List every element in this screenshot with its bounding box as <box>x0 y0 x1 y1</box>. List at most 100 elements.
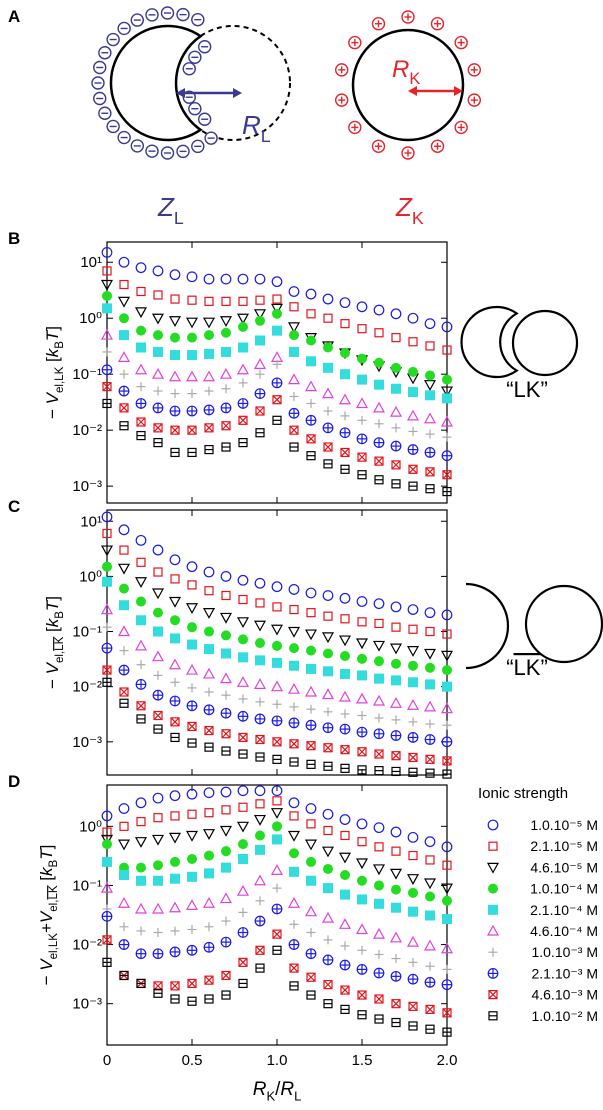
data-point <box>390 970 402 982</box>
marker-square <box>442 345 452 355</box>
marker-square <box>221 729 231 739</box>
marker-square <box>187 978 197 989</box>
data-point <box>119 600 129 611</box>
marker-circle <box>186 944 198 956</box>
marker-circle <box>186 700 198 712</box>
data-point <box>339 814 351 825</box>
marker-circle <box>186 561 198 573</box>
data-point <box>187 350 197 361</box>
marker-triangle <box>406 646 420 657</box>
marker-stroke <box>221 729 231 739</box>
data-point <box>134 837 148 848</box>
data-point <box>102 856 112 867</box>
data-point <box>373 304 385 316</box>
marker-square <box>306 972 316 982</box>
data-point <box>340 668 350 679</box>
data-point <box>187 447 197 458</box>
data-point <box>152 792 164 804</box>
data-point <box>423 878 437 890</box>
text-part: K <box>409 70 420 88</box>
marker-circle <box>487 968 499 979</box>
marker-square <box>391 902 401 913</box>
data-point <box>357 617 367 627</box>
data-point <box>253 358 267 369</box>
marker-circle <box>187 622 197 633</box>
data-point <box>425 855 435 865</box>
marker-stroke <box>255 406 265 416</box>
marker-triangle <box>321 688 335 700</box>
marker-triangle <box>355 692 369 704</box>
marker-square <box>408 906 418 917</box>
marker-square <box>289 660 299 671</box>
data-point <box>136 342 146 353</box>
marker-circle <box>425 662 435 673</box>
marker-triangle <box>253 678 267 689</box>
data-point <box>289 757 299 767</box>
data-point <box>153 670 163 680</box>
marker-circle <box>237 273 249 285</box>
marker-circle <box>135 948 147 960</box>
data-point <box>304 380 318 392</box>
panel-a <box>91 6 481 160</box>
marker-triangle <box>321 632 335 644</box>
marker-circle <box>101 246 113 258</box>
marker-circle <box>356 818 368 830</box>
legend-label: 4.6.10⁻⁴ M <box>530 923 598 939</box>
marker-triangle <box>406 874 420 885</box>
marker-square <box>204 725 214 736</box>
data-point <box>272 325 282 336</box>
data-point <box>306 875 316 886</box>
marker-circle <box>424 836 436 848</box>
data-point <box>374 1014 384 1024</box>
data-point <box>270 680 284 692</box>
data-point <box>117 563 131 575</box>
data-point <box>136 557 146 567</box>
marker-square <box>153 567 163 577</box>
data-point <box>238 634 248 645</box>
marker-square <box>255 598 265 608</box>
marker-triangle <box>134 639 148 651</box>
marker-square <box>408 850 418 861</box>
data-point <box>236 821 250 833</box>
data-point <box>357 875 367 886</box>
marker-triangle <box>219 892 233 904</box>
data-point <box>323 707 333 717</box>
marker-square <box>221 590 231 601</box>
text-part: LK <box>48 885 60 899</box>
marker-square <box>204 868 214 879</box>
data-point <box>289 346 299 357</box>
data-point <box>253 874 267 886</box>
marker-circle <box>237 710 249 722</box>
arrow-head <box>233 88 242 98</box>
data-point <box>442 681 452 692</box>
data-point <box>238 594 248 605</box>
marker-triangle <box>338 690 352 702</box>
data-point <box>289 866 299 877</box>
data-point <box>272 699 282 709</box>
data-point <box>170 732 180 743</box>
marker-circle <box>170 332 180 343</box>
data-point <box>151 902 165 914</box>
data-point <box>288 797 300 809</box>
marker-square <box>425 390 435 401</box>
marker-circle <box>118 803 130 814</box>
data-point <box>204 868 214 879</box>
marker-square <box>119 330 129 341</box>
data-point <box>357 452 367 462</box>
marker-circle <box>152 689 164 701</box>
data-point <box>153 927 163 937</box>
marker-circle <box>424 976 436 988</box>
data-point <box>102 935 112 945</box>
data-point <box>118 939 130 950</box>
marker-triangle <box>440 883 454 895</box>
marker-square <box>340 889 350 900</box>
marker-square <box>102 665 112 675</box>
marker-square <box>306 819 316 829</box>
data-point <box>117 625 131 637</box>
y-tick-label: 10⁻² <box>72 937 102 954</box>
marker-square <box>187 809 197 819</box>
marker-square <box>204 975 214 985</box>
marker-square <box>136 286 146 297</box>
marker-square <box>119 545 129 555</box>
y-tick-label: 10⁻³ <box>72 734 102 751</box>
